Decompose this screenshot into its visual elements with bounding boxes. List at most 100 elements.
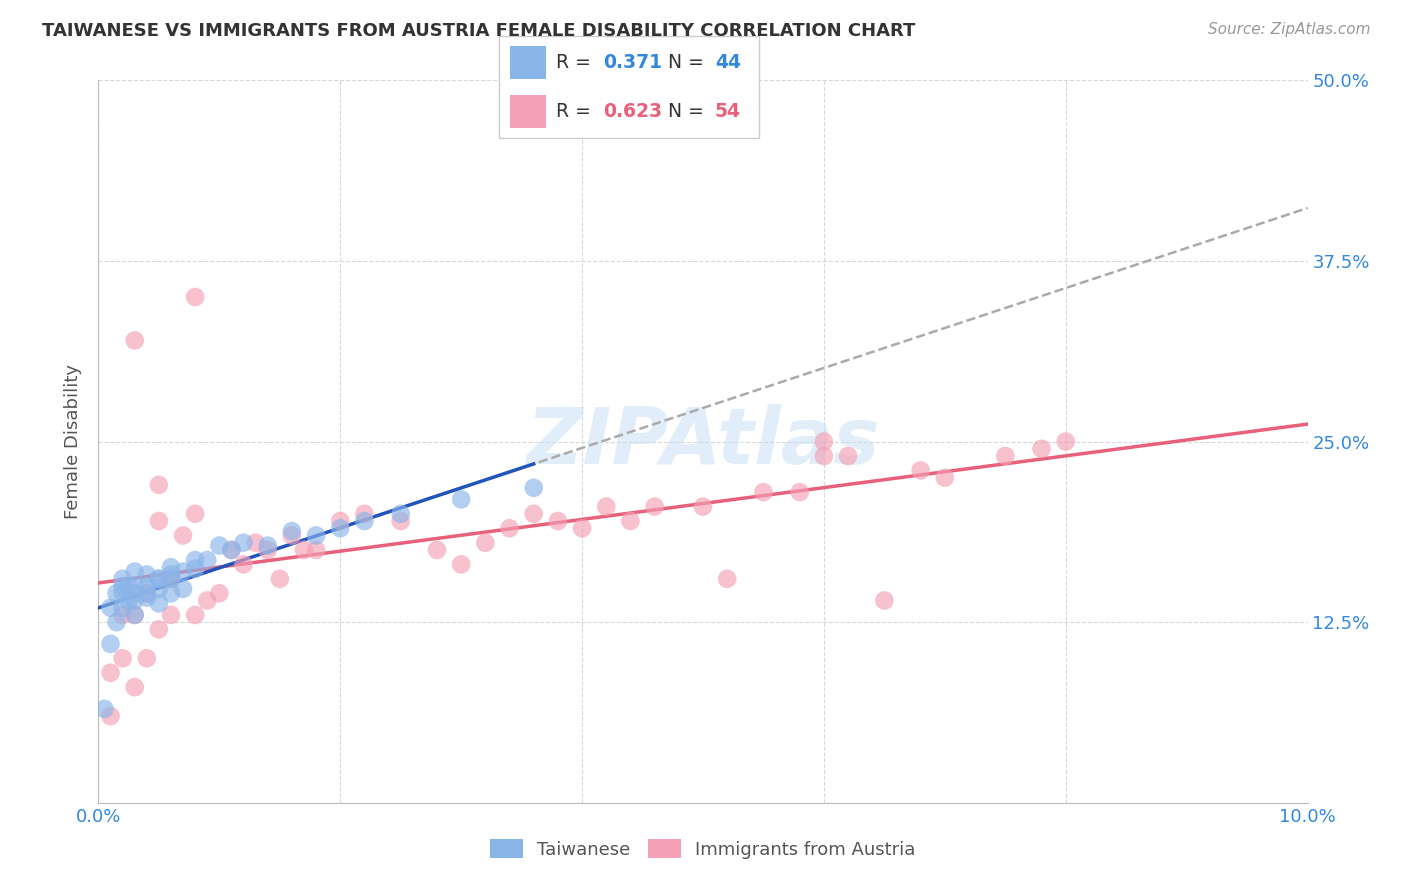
Point (305, 542, 328, 557)
Point (498, 521, 520, 535)
Point (789, 485, 811, 500)
Point (910, 463, 932, 477)
Point (160, 567, 183, 582)
Point (105, 586, 128, 600)
Point (135, 586, 157, 600)
Point (232, 535, 254, 549)
Point (184, 290, 207, 304)
Point (353, 507, 375, 521)
Y-axis label: Female Disability: Female Disability (63, 364, 82, 519)
Point (124, 579, 146, 593)
Point (474, 535, 496, 549)
Point (752, 485, 775, 500)
Point (118, 579, 141, 593)
Point (184, 553, 207, 567)
Point (389, 507, 412, 521)
Point (160, 572, 183, 586)
Point (111, 651, 134, 665)
Point (135, 567, 157, 582)
Point (148, 582, 170, 596)
Point (124, 334, 146, 348)
Point (221, 542, 243, 557)
Point (148, 478, 170, 492)
Point (547, 514, 569, 528)
Point (195, 553, 218, 567)
Point (100, 600, 122, 615)
Point (292, 542, 315, 557)
Bar (509, 95, 546, 128)
Point (450, 492, 472, 507)
Point (93, 702, 115, 716)
Point (124, 565, 146, 579)
Point (111, 607, 134, 622)
Point (148, 572, 170, 586)
Text: 44: 44 (716, 53, 741, 72)
Point (172, 528, 194, 542)
Point (256, 539, 278, 553)
Point (184, 562, 207, 576)
Point (1031, 442, 1053, 456)
Point (124, 593, 146, 607)
Point (837, 449, 859, 463)
Point (1054, 434, 1077, 449)
Point (135, 586, 157, 600)
Point (269, 572, 291, 586)
Text: N =: N = (668, 53, 710, 72)
Point (450, 558, 472, 572)
Text: N =: N = (668, 102, 710, 121)
Point (135, 591, 157, 605)
Point (813, 449, 835, 463)
Point (934, 470, 956, 484)
Point (619, 514, 641, 528)
Point (184, 607, 207, 622)
Point (172, 565, 194, 579)
Point (111, 572, 134, 586)
Text: R =: R = (557, 53, 598, 72)
Point (813, 434, 835, 449)
Point (124, 607, 146, 622)
Point (208, 586, 231, 600)
Point (160, 607, 183, 622)
Point (111, 600, 134, 615)
Point (256, 542, 278, 557)
Point (329, 521, 352, 535)
Point (281, 528, 304, 542)
Point (118, 593, 141, 607)
Point (124, 680, 146, 694)
Point (523, 507, 546, 521)
Point (692, 500, 714, 514)
Point (595, 500, 617, 514)
Point (873, 593, 896, 607)
Text: 0.371: 0.371 (603, 53, 662, 72)
Point (111, 586, 134, 600)
Point (148, 623, 170, 637)
Text: ZIPAtlas: ZIPAtlas (526, 403, 880, 480)
Legend: Taiwanese, Immigrants from Austria: Taiwanese, Immigrants from Austria (484, 832, 922, 866)
Point (148, 514, 170, 528)
Point (105, 615, 128, 630)
Text: R =: R = (557, 102, 598, 121)
Point (644, 500, 666, 514)
Point (124, 607, 146, 622)
Point (100, 637, 122, 651)
Point (148, 596, 170, 610)
Point (100, 665, 122, 680)
FancyBboxPatch shape (499, 36, 759, 138)
Point (281, 524, 304, 538)
Point (172, 582, 194, 596)
Point (329, 514, 352, 528)
Point (716, 572, 738, 586)
Text: TAIWANESE VS IMMIGRANTS FROM AUSTRIA FEMALE DISABILITY CORRELATION CHART: TAIWANESE VS IMMIGRANTS FROM AUSTRIA FEM… (42, 22, 915, 40)
Text: Source: ZipAtlas.com: Source: ZipAtlas.com (1208, 22, 1371, 37)
Point (571, 521, 593, 535)
Point (100, 709, 122, 723)
Point (426, 542, 449, 557)
Point (221, 542, 243, 557)
Point (389, 514, 412, 528)
Point (148, 572, 170, 586)
Point (305, 528, 328, 542)
Bar (509, 45, 546, 78)
Text: 0.623: 0.623 (603, 102, 662, 121)
Point (523, 481, 546, 495)
Point (208, 539, 231, 553)
